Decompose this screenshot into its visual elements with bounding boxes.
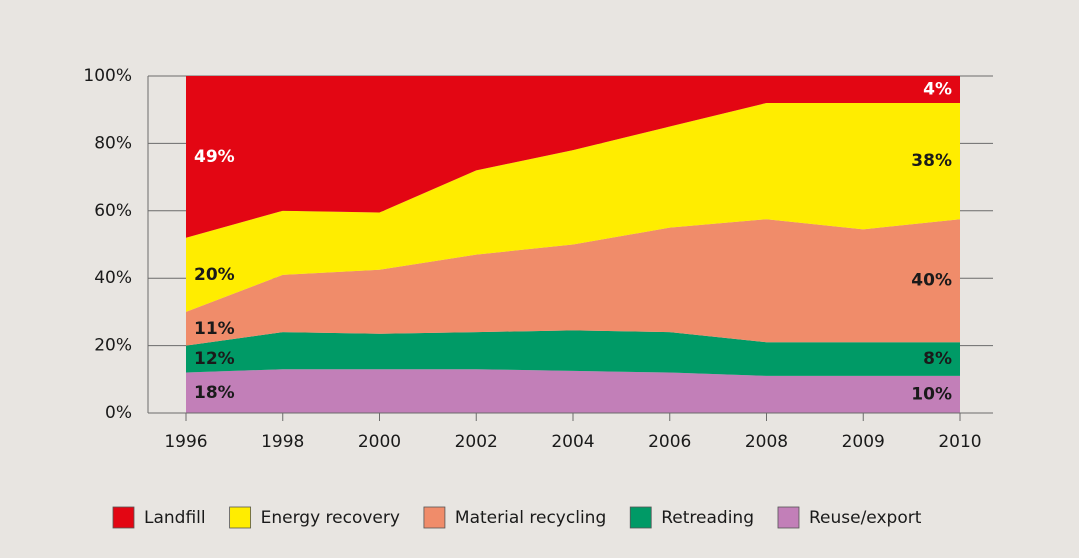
legend-swatch: [112, 506, 135, 529]
legend-swatch: [229, 506, 252, 529]
legend-swatch: [629, 506, 652, 529]
data-annotation: 38%: [911, 151, 952, 171]
data-annotation: 10%: [911, 384, 952, 404]
data-annotation: 49%: [194, 147, 235, 167]
x-tick-label: 2008: [745, 432, 788, 452]
x-tick-label: 2002: [455, 432, 498, 452]
data-annotation: 18%: [194, 383, 235, 403]
y-tick-label: 20%: [94, 336, 132, 356]
legend-label: Retreading: [661, 508, 754, 528]
y-tick-label: 60%: [94, 201, 132, 221]
x-tick-label: 2006: [648, 432, 691, 452]
data-annotation: 12%: [194, 349, 235, 369]
data-annotation: 8%: [923, 349, 952, 369]
legend-label: Reuse/export: [809, 508, 922, 528]
x-tick-label: 2000: [358, 432, 401, 452]
y-tick-label: 40%: [94, 268, 132, 288]
x-tick-label: 2004: [551, 432, 594, 452]
area: [186, 330, 960, 376]
data-annotation: 11%: [194, 319, 235, 339]
data-annotation: 4%: [923, 79, 952, 99]
x-tick-label: 2009: [842, 432, 885, 452]
y-tick-label: 0%: [105, 403, 132, 423]
legend-label: Landfill: [144, 508, 206, 528]
area: [186, 76, 960, 238]
legend-label: Material recycling: [455, 508, 606, 528]
y-tick-label: 100%: [83, 66, 132, 86]
x-tick-label: 1996: [164, 432, 207, 452]
area: [186, 102, 960, 312]
legend-swatch: [777, 506, 800, 529]
x-tick-label: 1998: [261, 432, 304, 452]
area: [186, 369, 960, 413]
area: [186, 219, 960, 346]
x-tick-label: 2010: [938, 432, 981, 452]
legend-swatch: [423, 506, 446, 529]
data-annotation: 20%: [194, 265, 235, 285]
legend-label: Energy recovery: [261, 508, 400, 528]
y-tick-label: 80%: [94, 133, 132, 153]
data-annotation: 40%: [911, 271, 952, 291]
